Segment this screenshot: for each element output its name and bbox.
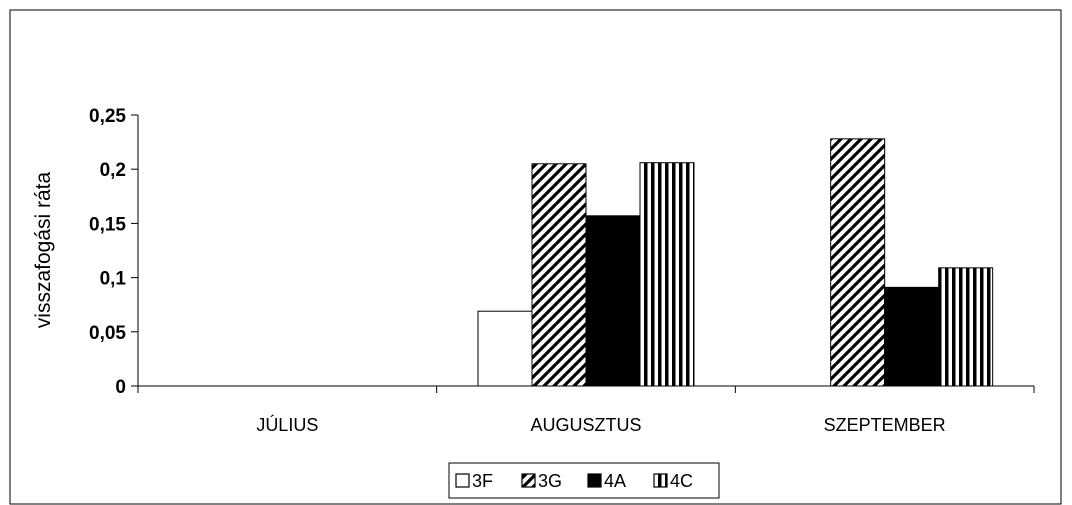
y-axis-label: visszafogási ráta: [32, 171, 55, 328]
legend-label-4a: 4A: [604, 471, 626, 491]
y-ticks: 0 0,05 0,1 0,15 0,2 0,25: [89, 106, 138, 398]
y-tick-label: 0,25: [89, 106, 126, 127]
bar-4a-szeptember: [884, 286, 940, 387]
x-tick-label: AUGUSZTUS: [530, 415, 641, 435]
legend-swatch-3g: [521, 473, 536, 488]
bar-3g-augusztus: [531, 163, 587, 387]
legend-swatch-4c: [653, 473, 668, 488]
bars: [477, 138, 994, 387]
bar-3g-szeptember: [830, 138, 886, 387]
legend-label-3g: 3G: [538, 471, 562, 491]
x-tick-label: JÚLIUS: [256, 414, 318, 435]
bar-4c-szeptember: [938, 267, 994, 387]
x-ticks: JÚLIUS AUGUSZTUS SZEPTEMBER: [137, 386, 1035, 435]
chart-border: [9, 9, 1062, 505]
legend-swatch-3f: [455, 473, 470, 488]
legend: 3F 3G 4A 4C: [448, 462, 720, 499]
bar-4c-augusztus: [639, 162, 695, 387]
y-tick-label: 0,15: [89, 214, 126, 235]
y-tick-label: 0: [115, 377, 126, 398]
y-tick-label: 0,1: [100, 269, 127, 290]
bar-4a-augusztus: [585, 215, 641, 387]
legend-label-3f: 3F: [472, 471, 493, 491]
y-tick-label: 0,05: [89, 323, 126, 344]
bar-3f-augusztus: [477, 310, 533, 387]
y-tick-label: 0,2: [100, 160, 126, 181]
legend-box: [448, 462, 720, 499]
legend-swatch-4a: [587, 473, 602, 488]
x-tick-label: SZEPTEMBER: [824, 415, 946, 435]
plot-area: 0 0,05 0,1 0,15 0,2 0,25 JÚLIUS AUGUSZTUS SZEPT…: [89, 106, 1035, 435]
legend-label-4c: 4C: [670, 471, 693, 491]
